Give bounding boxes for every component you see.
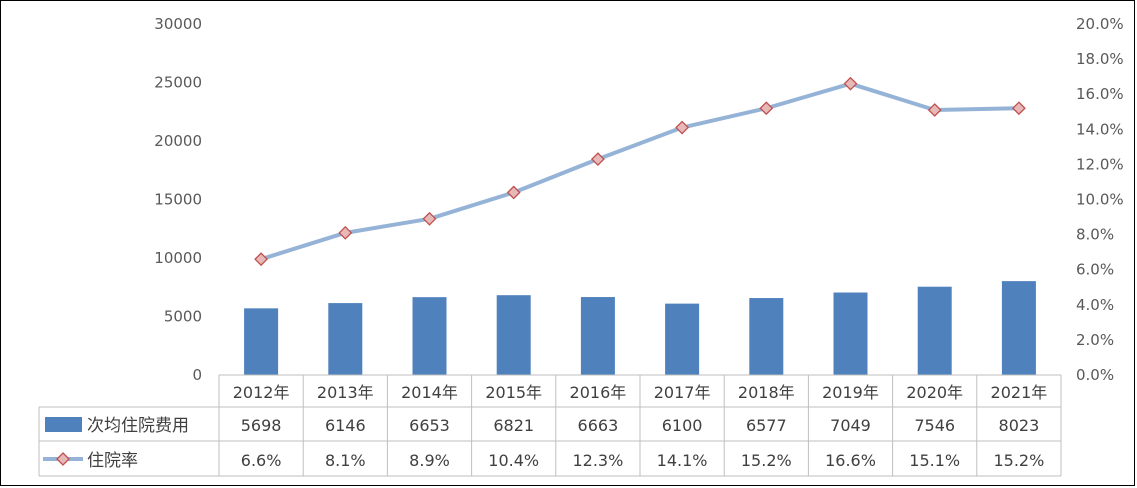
table-cell-value: 12.3% bbox=[572, 451, 623, 470]
x-tick-label: 2019年 bbox=[822, 383, 879, 402]
table-cell-value: 8023 bbox=[999, 416, 1040, 435]
table-cell-value: 15.2% bbox=[741, 451, 792, 470]
y-left-tick-label: 0 bbox=[192, 366, 202, 384]
y-right-tick-label: 14.0% bbox=[1076, 120, 1124, 138]
x-tick-label: 2018年 bbox=[738, 383, 795, 402]
bar bbox=[580, 297, 615, 375]
table-cell-value: 6.6% bbox=[241, 451, 282, 470]
y-right-tick-label: 2.0% bbox=[1076, 331, 1114, 349]
table-cell-value: 6663 bbox=[578, 416, 619, 435]
line-point bbox=[338, 225, 353, 240]
y-right-tick-label: 8.0% bbox=[1076, 226, 1114, 244]
bar bbox=[917, 286, 952, 375]
y-right-tick-label: 6.0% bbox=[1076, 261, 1114, 279]
line-point bbox=[254, 252, 269, 267]
bar bbox=[1001, 281, 1036, 375]
x-tick-label: 2021年 bbox=[991, 383, 1048, 402]
legend-swatch-bar bbox=[45, 417, 82, 432]
legend-marker bbox=[56, 452, 70, 466]
bar bbox=[328, 303, 363, 375]
table-cell-value: 6146 bbox=[325, 416, 366, 435]
y-left-tick-label: 5000 bbox=[164, 308, 202, 326]
line-point bbox=[590, 152, 605, 167]
y-right-tick-label: 10.0% bbox=[1076, 191, 1124, 209]
y-right-tick-label: 18.0% bbox=[1076, 50, 1124, 68]
line-series bbox=[260, 81, 1019, 262]
table-cell-value: 6653 bbox=[409, 416, 450, 435]
x-tick-label: 2015年 bbox=[485, 383, 542, 402]
bar bbox=[749, 298, 784, 375]
line-point bbox=[675, 120, 690, 135]
legend-label: 住院率 bbox=[87, 451, 138, 471]
y-right-tick-label: 0.0% bbox=[1076, 366, 1114, 384]
table-cell-value: 6577 bbox=[746, 416, 787, 435]
line-point bbox=[422, 211, 437, 226]
y-right-tick-label: 12.0% bbox=[1076, 155, 1124, 173]
x-tick-label: 2012年 bbox=[233, 383, 290, 402]
line-point bbox=[759, 101, 774, 116]
table-cell-value: 5698 bbox=[241, 416, 282, 435]
table-cell-value: 15.1% bbox=[909, 451, 960, 470]
line-point bbox=[506, 185, 521, 200]
bar bbox=[412, 297, 447, 375]
table-cell-value: 16.6% bbox=[825, 451, 876, 470]
table-cell-value: 6821 bbox=[493, 416, 534, 435]
table-cell-value: 6100 bbox=[662, 416, 703, 435]
line-point bbox=[843, 76, 858, 91]
x-tick-label: 2016年 bbox=[570, 383, 627, 402]
y-right-tick-label: 20.0% bbox=[1076, 15, 1124, 33]
table-cell-value: 10.4% bbox=[488, 451, 539, 470]
bar bbox=[665, 303, 700, 375]
line-point bbox=[927, 103, 942, 117]
table-cell-value: 15.2% bbox=[993, 451, 1044, 470]
bar bbox=[244, 308, 279, 375]
bar bbox=[496, 295, 531, 375]
table-cell-value: 8.9% bbox=[409, 451, 450, 470]
y-left-tick-label: 15000 bbox=[154, 191, 202, 209]
table-cell-value: 8.1% bbox=[325, 451, 366, 470]
x-tick-label: 2020年 bbox=[906, 383, 963, 402]
y-left-tick-label: 30000 bbox=[154, 15, 202, 33]
bar bbox=[833, 292, 868, 375]
y-left-tick-label: 20000 bbox=[154, 132, 202, 150]
table-cell-value: 14.1% bbox=[657, 451, 708, 470]
y-right-tick-label: 4.0% bbox=[1076, 296, 1114, 314]
line-point bbox=[1011, 101, 1026, 116]
y-right-tick-label: 16.0% bbox=[1076, 85, 1124, 103]
x-tick-label: 2014年 bbox=[401, 383, 458, 402]
y-left-tick-label: 10000 bbox=[154, 249, 202, 267]
table-cell-value: 7049 bbox=[830, 416, 871, 435]
x-tick-label: 2017年 bbox=[654, 383, 711, 402]
y-left-tick-label: 25000 bbox=[154, 74, 202, 92]
x-tick-label: 2013年 bbox=[317, 383, 374, 402]
table-cell-value: 7546 bbox=[914, 416, 955, 435]
legend-label: 次均住院费用 bbox=[87, 416, 189, 436]
